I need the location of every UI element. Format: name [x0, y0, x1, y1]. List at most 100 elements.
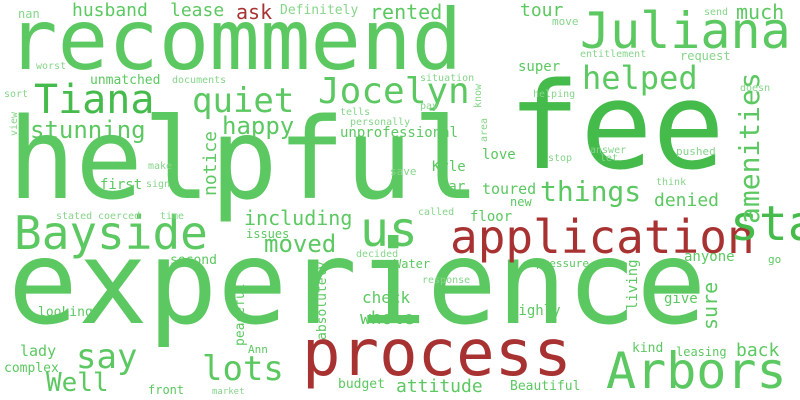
word-jocelyn: Jocelyn: [318, 71, 470, 112]
word-floor: floor: [470, 209, 513, 225]
word-first: first: [100, 177, 143, 193]
word-love: love: [482, 147, 516, 163]
word-highly: highly: [510, 303, 561, 319]
word-process: process: [302, 317, 572, 391]
word-arbors: Arbors: [606, 342, 787, 400]
word-application: application: [450, 210, 755, 264]
word-fee: fee: [508, 58, 725, 197]
word-bayside: Bayside: [14, 206, 208, 260]
word-back: back: [736, 340, 780, 361]
word-make: make: [148, 161, 173, 172]
word-sign: sign: [146, 179, 171, 190]
word-quiet: quiet: [192, 81, 295, 121]
word-decided: decided: [356, 249, 399, 260]
word-stop: stop: [548, 153, 573, 164]
word-staff: staff: [730, 196, 800, 252]
word-absolutely: absolutely: [315, 261, 330, 340]
word-notice: notice: [200, 130, 221, 196]
word-called: called: [418, 207, 455, 218]
word-new: new: [510, 195, 532, 209]
word-rented: rented: [370, 0, 443, 24]
word-response: response: [422, 275, 471, 286]
word-water: Water: [394, 257, 431, 271]
word-situation: situation: [420, 73, 475, 84]
word-view: view: [9, 111, 20, 136]
word-stated: stated: [56, 211, 93, 222]
word-anyone: anyone: [684, 249, 735, 265]
word-unprofessional: unprofessional: [340, 125, 459, 141]
word-denied: denied: [654, 190, 720, 211]
word-helpful: helpful: [8, 95, 481, 225]
word-including: including: [244, 206, 353, 230]
word-pressure: pressure: [536, 257, 589, 270]
word-pushed: pushed: [676, 145, 716, 158]
word-juliana: Juliana: [580, 2, 791, 60]
word-helping: helping: [533, 89, 576, 100]
word-moved: moved: [264, 230, 337, 258]
word-market: market: [212, 387, 245, 397]
word-move: move: [552, 15, 579, 28]
word-say: say: [76, 337, 138, 377]
word-area: area: [479, 117, 490, 142]
word-us: us: [360, 202, 418, 258]
word-entitlement: entitlement: [580, 49, 647, 60]
word-time: time: [160, 211, 185, 222]
word-leasing: leasing: [676, 345, 727, 359]
word-toured: toured: [482, 180, 537, 198]
word-issues: issues: [246, 227, 290, 241]
word-attitude: attitude: [396, 376, 483, 397]
word-far: far: [440, 179, 466, 195]
word-answer: answer: [590, 145, 627, 156]
word-ann: Ann: [248, 343, 268, 356]
word-tour: tour: [520, 0, 564, 21]
word-save: save: [390, 165, 417, 178]
word-sure: sure: [698, 281, 722, 330]
word-tells: tells: [340, 107, 371, 118]
word-happy: happy: [222, 112, 295, 140]
word-go: go: [768, 253, 782, 266]
word-budget: budget: [338, 377, 385, 392]
word-helped: helped: [582, 59, 698, 97]
word-recommend: recommend: [7, 0, 463, 89]
word-super: super: [518, 59, 561, 75]
word-husband: husband: [72, 0, 148, 21]
word-check: check: [362, 288, 411, 307]
word-sort: sort: [4, 89, 29, 100]
word-front: front: [148, 383, 185, 397]
word-ask: ask: [236, 0, 273, 24]
word-experience: experience: [8, 216, 707, 351]
word-know: know: [473, 83, 484, 108]
word-send: send: [704, 7, 729, 18]
word-lady: lady: [20, 342, 57, 360]
word-peaceful: peaceful: [233, 283, 248, 346]
word-amenities: amenities: [733, 72, 766, 224]
word-request: request: [680, 49, 731, 63]
word-kyle: Kyle: [432, 159, 466, 175]
word-lease: lease: [170, 0, 225, 21]
word-much: much: [736, 0, 785, 24]
word-whole: whole: [360, 308, 415, 329]
word-kind: kind: [632, 341, 664, 356]
word-well: Well: [46, 368, 109, 398]
word-nan: nan: [18, 7, 40, 21]
word-documents: documents: [172, 75, 227, 86]
word-tiana: Tiana: [34, 77, 155, 123]
word-think: think: [656, 177, 687, 188]
word-coerced: coerced: [98, 211, 141, 222]
word-let: let: [600, 153, 619, 164]
word-stunning: stunning: [30, 116, 146, 144]
word-beautiful: Beautiful: [510, 379, 581, 394]
word-give: give: [664, 291, 698, 307]
word-pay: pay: [420, 101, 439, 112]
word-things: things: [540, 175, 642, 208]
word-looking: looking: [38, 305, 93, 320]
word-unmatched: unmatched: [90, 73, 161, 88]
word-second: second: [170, 253, 217, 268]
word-definitely: Definitely: [280, 3, 359, 18]
word-doesn: doesn: [740, 83, 771, 94]
word-complex: complex: [4, 361, 59, 376]
word-worst: worst: [36, 61, 67, 72]
word-lots: lots: [202, 349, 284, 389]
word-living: living: [625, 259, 641, 310]
